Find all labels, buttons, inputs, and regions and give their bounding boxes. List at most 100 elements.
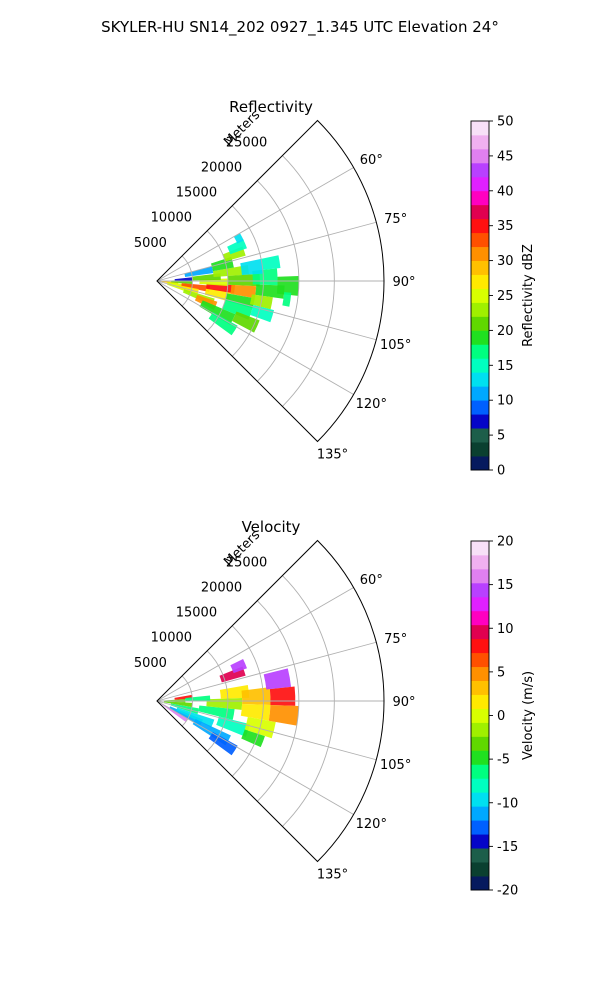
refl-cell-28 xyxy=(227,239,247,255)
vel-colorbar-segment-16 xyxy=(471,652,489,668)
refl-azimuth-tick-3: 105° xyxy=(380,338,411,353)
vel-colorbar-tick-8: 20 xyxy=(497,535,514,550)
reflectivity-panel: Reflectivity500010000150002000025000Mete… xyxy=(134,98,536,479)
refl-range-tick-2: 15000 xyxy=(176,186,217,201)
refl-colorbar-tick-1: 5 xyxy=(497,429,505,444)
refl-colorbar-segment-16 xyxy=(471,232,489,248)
refl-colorbar-segment-9 xyxy=(471,330,489,345)
vel-range-tick-1: 10000 xyxy=(151,631,192,646)
refl-colorbar-tick-7: 35 xyxy=(497,219,514,234)
refl-colorbar-segment-18 xyxy=(471,204,489,220)
refl-cell-31 xyxy=(240,258,264,276)
vel-colorbar-tick-2: -10 xyxy=(497,796,518,811)
refl-colorbar-segment-10 xyxy=(471,316,489,331)
refl-colorbar-segment-8 xyxy=(471,344,489,359)
refl-azimuth-tick-5: 135° xyxy=(317,448,348,463)
vel-azimuth-tick-2: 90° xyxy=(392,695,415,710)
vel-cell-16 xyxy=(269,686,296,706)
refl-cell-15 xyxy=(230,284,257,299)
vel-cell-11 xyxy=(219,684,250,699)
vel-sector-outline xyxy=(156,539,385,863)
refl-colorbar-segment-2 xyxy=(471,428,489,443)
refl-colorbar-segment-21 xyxy=(471,162,489,178)
vel-colorbar-segment-21 xyxy=(471,582,489,598)
vel-colorbar-tick-0: -20 xyxy=(497,884,518,899)
refl-colorbar-tick-5: 25 xyxy=(497,289,514,304)
refl-cell-22 xyxy=(250,305,275,323)
vel-colorbar-segment-6 xyxy=(471,792,489,807)
refl-azimuth-tick-4: 120° xyxy=(356,397,387,412)
vel-colorbar-segment-3 xyxy=(471,834,489,849)
refl-cell-17 xyxy=(222,299,253,320)
vel-colorbar-tick-4: 0 xyxy=(497,709,505,724)
refl-colorbar-tick-10: 50 xyxy=(497,115,514,130)
vel-range-tick-2: 15000 xyxy=(176,606,217,621)
vel-range-tick-4: 25000 xyxy=(226,555,267,570)
refl-cell-30 xyxy=(174,277,193,281)
refl-azimuth-gridline-4 xyxy=(156,280,354,395)
refl-colorbar-segment-5 xyxy=(471,386,489,401)
refl-colorbar-segment-24 xyxy=(471,121,489,136)
vel-colorbar-tick-3: -5 xyxy=(497,753,510,768)
vel-colorbar-label: Velocity (m/s) xyxy=(521,671,536,760)
refl-range-tick-0: 5000 xyxy=(134,236,167,251)
vel-azimuth-gridline-3 xyxy=(156,700,377,761)
refl-cell-23 xyxy=(261,255,281,270)
vel-azimuth-tick-1: 75° xyxy=(384,632,407,647)
vel-cell-15 xyxy=(263,668,292,690)
refl-cell-8 xyxy=(208,311,238,336)
vel-colorbar-segment-7 xyxy=(471,778,489,793)
refl-colorbar-segment-7 xyxy=(471,358,489,373)
refl-colorbar-segment-22 xyxy=(471,148,489,164)
vel-colorbar-segment-15 xyxy=(471,666,489,681)
refl-cell-14 xyxy=(227,273,260,287)
refl-colorbar-segment-20 xyxy=(471,176,489,192)
refl-azimuth-gridline-0 xyxy=(156,167,354,282)
refl-sector-outline xyxy=(156,119,385,443)
refl-cell-13 xyxy=(212,264,249,278)
vel-colorbar-segment-19 xyxy=(471,610,489,626)
figure-title: SKYLER-HU SN14_202 0927_1.345 UTC Elevat… xyxy=(101,18,499,37)
vel-colorbar-segment-20 xyxy=(471,596,489,612)
refl-azimuth-gridline-3 xyxy=(156,280,377,341)
vel-azimuth-gridline-1 xyxy=(156,641,377,702)
vel-cell-21 xyxy=(185,695,211,701)
vel-azimuth-gridline-0 xyxy=(156,587,354,702)
refl-colorbar-segment-14 xyxy=(471,260,489,275)
vel-cell-22 xyxy=(241,729,265,748)
vel-colorbar-segment-2 xyxy=(471,848,489,863)
refl-colorbar-tick-0: 0 xyxy=(497,464,505,479)
vel-colorbar-segment-22 xyxy=(471,568,489,584)
refl-cell-16 xyxy=(225,293,255,309)
vel-cell-2 xyxy=(176,707,215,728)
vel-cell-4 xyxy=(208,731,238,756)
refl-colorbar-tick-3: 15 xyxy=(497,359,514,374)
vel-colorbar-segment-24 xyxy=(471,541,489,556)
vel-azimuth-tick-4: 120° xyxy=(356,817,387,832)
vel-colorbar-segment-13 xyxy=(471,694,489,709)
refl-colorbar-tick-8: 40 xyxy=(497,184,514,199)
refl-colorbar-tick-2: 10 xyxy=(497,394,514,409)
vel-azimuth-gridline-4 xyxy=(156,700,354,815)
refl-cell-11 xyxy=(199,278,228,286)
vel-cell-19 xyxy=(230,659,247,674)
refl-colorbar-segment-17 xyxy=(471,218,489,234)
vel-cell-6 xyxy=(163,701,193,708)
vel-colorbar-segment-9 xyxy=(471,750,489,765)
refl-title: Reflectivity xyxy=(229,98,313,116)
vel-colorbar-segment-0 xyxy=(471,876,489,891)
refl-colorbar-segment-6 xyxy=(471,372,489,387)
vel-colorbar-segment-1 xyxy=(471,862,489,877)
vel-colorbar-tick-5: 5 xyxy=(497,665,505,680)
refl-cell-7 xyxy=(199,300,236,325)
refl-range-tick-1: 10000 xyxy=(151,211,192,226)
refl-colorbar-segment-3 xyxy=(471,414,489,429)
refl-colorbar-tick-4: 20 xyxy=(497,324,514,339)
vel-cell-8 xyxy=(198,705,235,720)
refl-azimuth-tick-1: 75° xyxy=(384,212,407,227)
vel-colorbar-tick-7: 15 xyxy=(497,578,514,593)
vel-colorbar-segment-18 xyxy=(471,624,489,640)
refl-cell-25 xyxy=(282,292,292,307)
vel-cell-13 xyxy=(240,703,271,721)
